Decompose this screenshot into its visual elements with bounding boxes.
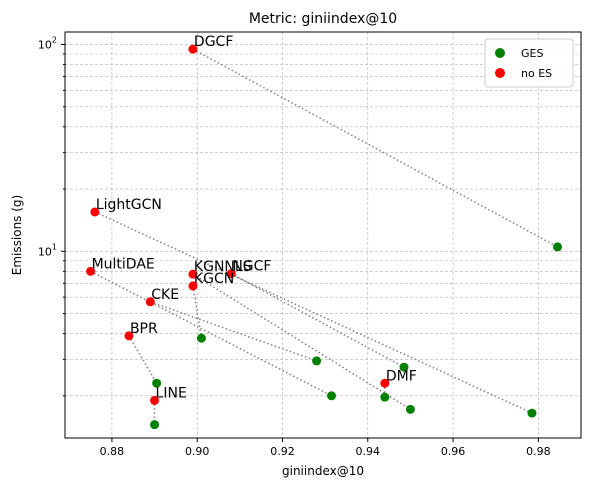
axis-ticks: 0.88 0.90 0.92 0.94 0.96 0.98 101 102 xyxy=(38,36,551,458)
point-label: DMF xyxy=(386,368,417,384)
ges-point xyxy=(312,356,322,366)
x-tick-label: 0.94 xyxy=(356,445,381,458)
ges-point xyxy=(553,242,563,252)
legend-noes-marker xyxy=(495,68,505,78)
pair-line xyxy=(230,272,405,368)
pair-line xyxy=(128,335,158,384)
point-label: CKE xyxy=(151,287,179,303)
point-label: KGNNLS xyxy=(194,259,252,275)
pair-line xyxy=(192,285,203,339)
x-axis-label: giniindex@10 xyxy=(282,464,364,478)
chart-title: Metric: giniindex@10 xyxy=(249,11,397,27)
point-label: MultiDAE xyxy=(92,256,155,272)
pair-line xyxy=(192,48,558,248)
pair-lines xyxy=(90,48,558,425)
point-label: KGCN xyxy=(194,271,234,287)
point-label: BPR xyxy=(130,321,158,337)
plot-frame xyxy=(64,31,582,439)
pair-line xyxy=(192,273,411,410)
ges-point xyxy=(405,404,415,414)
ges-point xyxy=(399,362,409,372)
noes-point xyxy=(226,269,236,279)
noes-point xyxy=(380,378,390,388)
ges-point xyxy=(327,391,337,401)
x-tick-label: 0.98 xyxy=(526,445,551,458)
legend-ges-label: GES xyxy=(521,47,543,60)
point-label: LINE xyxy=(156,385,187,401)
noes-point xyxy=(150,395,160,405)
pair-line xyxy=(94,211,533,414)
point-label: DGCF xyxy=(194,34,233,50)
y-tick-label: 102 xyxy=(38,36,57,52)
y-axis-label: Emissions (g) xyxy=(10,195,24,275)
noes-point xyxy=(86,266,96,276)
legend-box xyxy=(484,38,574,88)
legend-ges-marker xyxy=(495,48,505,58)
x-tick-label: 0.92 xyxy=(270,445,295,458)
noes-point xyxy=(90,207,100,217)
noes-point xyxy=(188,269,198,279)
x-tick-label: 0.88 xyxy=(100,445,125,458)
point-label: LightGCN xyxy=(96,197,162,213)
x-tick-label: 0.96 xyxy=(441,445,466,458)
point-label: NGCF xyxy=(232,259,271,275)
ges-point xyxy=(196,333,206,343)
legend-noes-label: no ES xyxy=(521,67,552,80)
legend: GES no ES xyxy=(484,38,574,88)
y-tick-label: 101 xyxy=(38,242,57,258)
x-tick-label: 0.90 xyxy=(185,445,210,458)
pair-line xyxy=(150,301,317,362)
pair-line xyxy=(90,270,332,397)
ges-point xyxy=(152,378,162,388)
grid-layer xyxy=(65,32,581,438)
noes-point xyxy=(145,297,155,307)
data-points xyxy=(86,44,563,430)
noes-point xyxy=(124,331,134,341)
ges-point xyxy=(380,392,390,402)
noes-point xyxy=(188,281,198,291)
noes-point xyxy=(188,44,198,54)
ges-point xyxy=(527,408,537,418)
ges-point xyxy=(150,420,160,430)
